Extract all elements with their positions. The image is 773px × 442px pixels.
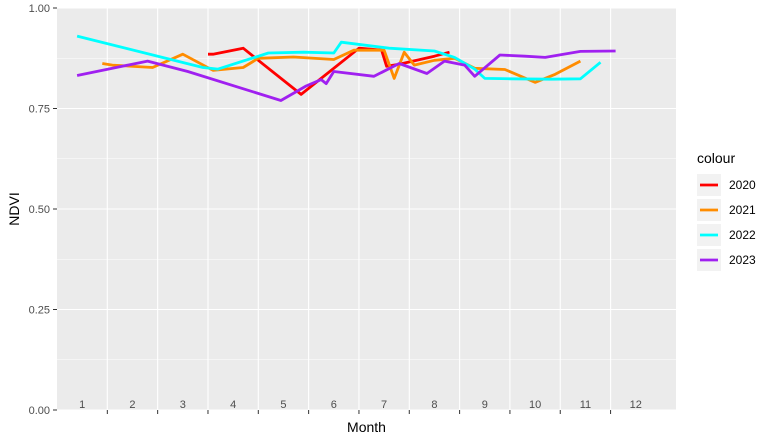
y-tick-label: 0.25 [29, 305, 50, 317]
x-month-label: 4 [230, 399, 236, 411]
x-month-label: 1 [79, 399, 85, 411]
legend: colour 2020 2021 2022 2023 [697, 150, 756, 271]
series-line-2022 [76, 34, 602, 81]
x-month-label: 7 [381, 399, 387, 411]
x-axis: 1 2 3 4 5 6 7 8 9 10 11 12 [79, 399, 642, 414]
legend-label-2021: 2021 [729, 203, 756, 217]
legend-label-2020: 2020 [729, 178, 756, 192]
y-axis: 0.00 0.25 0.50 0.75 1.00 [29, 3, 57, 417]
series-lines [76, 34, 616, 102]
x-month-label: 12 [630, 399, 642, 411]
series-line-2020 [208, 46, 450, 96]
x-month-label: 3 [180, 399, 186, 411]
x-month-label: 10 [529, 399, 541, 411]
x-month-label: 8 [431, 399, 437, 411]
x-month-label: 2 [129, 399, 135, 411]
y-tick-label: 0.00 [29, 405, 50, 417]
x-month-label: 5 [280, 399, 286, 411]
y-tick-label: 0.75 [29, 104, 50, 116]
legend-label-2022: 2022 [729, 228, 756, 242]
x-month-label: 9 [482, 399, 488, 411]
y-tick-label: 1.00 [29, 3, 50, 15]
y-axis-title: NDVI [6, 192, 22, 225]
x-month-label: 6 [331, 399, 337, 411]
y-tick-label: 0.50 [29, 204, 50, 216]
x-month-label: 11 [580, 399, 591, 411]
legend-label-2023: 2023 [729, 253, 756, 267]
legend-title: colour [697, 150, 735, 166]
series-line-2023 [76, 49, 616, 102]
series-line-2021 [102, 48, 582, 84]
x-axis-title: Month [347, 419, 386, 435]
